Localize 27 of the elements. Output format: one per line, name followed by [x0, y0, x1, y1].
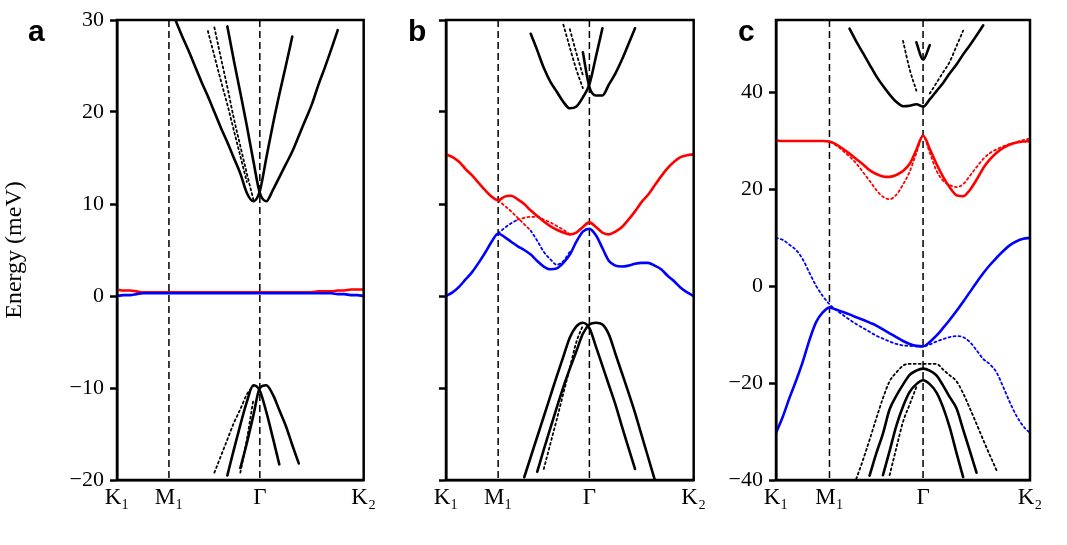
x-tick-label: K₁ — [433, 483, 459, 509]
x-tick-label: K₂ — [681, 483, 707, 509]
y-tick-label: −20 — [69, 465, 104, 491]
x-tick-label: K₁ — [104, 483, 130, 509]
x-tick-label: M₁ — [154, 483, 184, 509]
x-tick-label: M₁ — [815, 483, 844, 509]
x-tick-label: M₁ — [483, 483, 513, 509]
y-tick-label: 30 — [82, 5, 104, 31]
y-tick-label: 20 — [741, 175, 763, 201]
x-tick-label: Γ — [916, 483, 930, 509]
y-tick-label: 0 — [752, 272, 763, 298]
chart-title: a — [28, 14, 45, 47]
y-tick-label: −10 — [69, 373, 104, 399]
x-tick-label: K₁ — [763, 483, 789, 509]
y-tick-label: −20 — [728, 368, 763, 394]
x-tick-label: K₂ — [351, 483, 377, 509]
y-axis-title: Energy (meV) — [0, 181, 26, 319]
y-tick-label: 10 — [82, 189, 104, 215]
x-tick-label: Γ — [582, 483, 597, 509]
x-tick-label: Γ — [253, 483, 267, 509]
y-tick-label: 20 — [82, 97, 104, 123]
y-tick-label: 40 — [741, 78, 763, 104]
x-tick-label: K₂ — [1017, 483, 1043, 509]
chart-title: c — [738, 14, 755, 47]
chart-title: b — [408, 14, 427, 47]
y-tick-label: −40 — [728, 465, 763, 491]
y-tick-label: 0 — [93, 281, 104, 307]
